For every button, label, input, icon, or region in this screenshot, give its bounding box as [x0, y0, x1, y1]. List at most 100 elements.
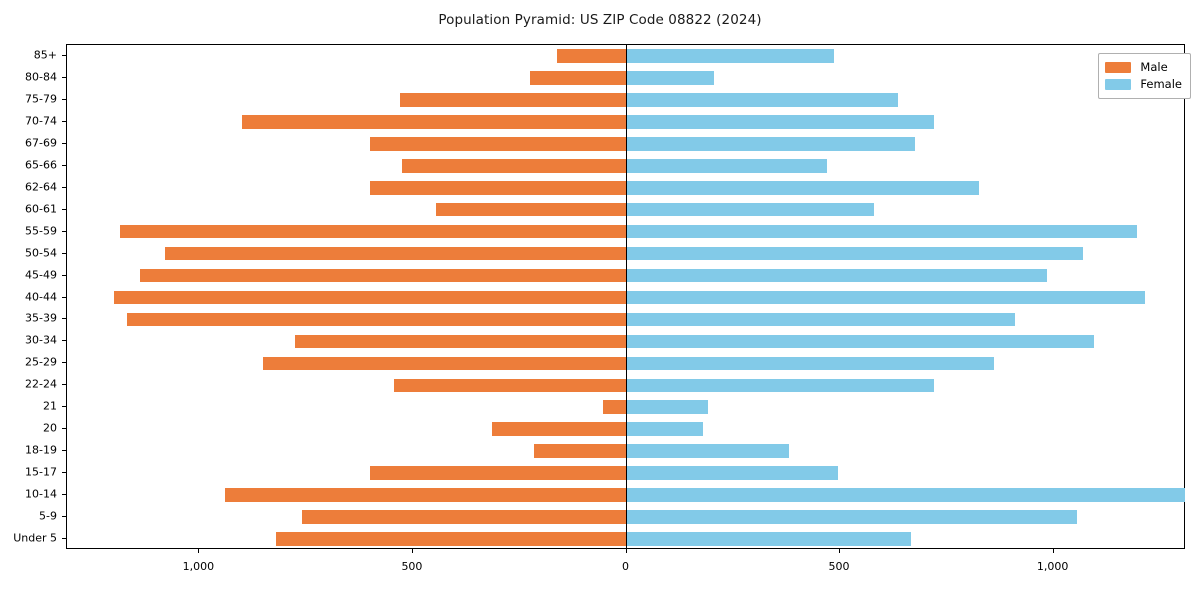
y-axis-tick-label: 85+ — [33, 48, 57, 62]
bar-male[interactable] — [139, 268, 627, 283]
bar-male[interactable] — [603, 400, 627, 415]
bar-female[interactable] — [626, 246, 1084, 261]
bar-female[interactable] — [626, 224, 1137, 239]
bar-female[interactable] — [626, 378, 934, 393]
bar-female[interactable] — [626, 158, 828, 173]
bar-row — [67, 268, 1184, 283]
bar-row — [67, 334, 1184, 349]
bar-male[interactable] — [370, 136, 627, 151]
legend-item[interactable]: Female — [1105, 76, 1182, 93]
y-axis-tick-label: 62-64 — [25, 180, 57, 194]
bar-male[interactable] — [556, 49, 627, 63]
y-axis-tick-mark — [62, 98, 66, 100]
y-axis-tick-label: 70-74 — [25, 114, 57, 128]
bar-row — [67, 444, 1184, 458]
bar-row — [67, 180, 1184, 195]
x-axis-tick-mark — [411, 549, 413, 553]
bar-female[interactable] — [626, 356, 994, 371]
bar-male[interactable] — [263, 356, 627, 371]
bar-male[interactable] — [530, 71, 627, 85]
y-axis-tick-label: 50-54 — [25, 246, 57, 260]
bar-female[interactable] — [626, 180, 979, 195]
bar-row — [67, 158, 1184, 173]
bar-row — [67, 224, 1184, 239]
chart-title: Population Pyramid: US ZIP Code 08822 (2… — [438, 12, 762, 28]
bar-male[interactable] — [393, 378, 627, 393]
bar-female[interactable] — [626, 312, 1016, 327]
bar-row — [67, 532, 1184, 546]
x-axis-tick-label: 0 — [622, 560, 629, 573]
bar-female[interactable] — [626, 532, 911, 546]
bar-male[interactable] — [400, 93, 627, 107]
y-axis-tick-mark — [62, 208, 66, 210]
bar-female[interactable] — [626, 510, 1078, 524]
bar-row — [67, 312, 1184, 327]
bar-male[interactable] — [491, 422, 627, 437]
y-axis-tick-label: 21 — [43, 399, 57, 413]
bar-male[interactable] — [126, 312, 627, 327]
y-axis-tick-mark — [62, 406, 66, 408]
y-axis-tick-label: 18-19 — [25, 443, 57, 457]
bar-male[interactable] — [436, 202, 627, 217]
legend-color-swatch — [1105, 79, 1132, 90]
bar-male[interactable] — [120, 224, 627, 239]
bar-male[interactable] — [301, 510, 627, 524]
bar-male[interactable] — [165, 246, 627, 261]
y-axis-tick-label: 80-84 — [25, 70, 57, 84]
bar-female[interactable] — [626, 444, 789, 458]
legend-label: Female — [1140, 76, 1182, 91]
y-axis-tick-label: 40-44 — [25, 290, 57, 303]
bar-row — [67, 49, 1184, 63]
bar-female[interactable] — [626, 202, 875, 217]
y-axis-tick-mark — [62, 428, 66, 430]
y-axis-tick-mark — [62, 362, 66, 364]
bar-male[interactable] — [113, 290, 627, 305]
bar-female[interactable] — [626, 268, 1048, 283]
bar-row — [67, 202, 1184, 217]
bar-female[interactable] — [626, 488, 1186, 502]
y-axis-tick-label: 60-61 — [25, 202, 57, 216]
y-axis-tick-mark — [62, 142, 66, 144]
bar-female[interactable] — [626, 115, 934, 129]
bar-female[interactable] — [626, 400, 708, 415]
bar-male[interactable] — [402, 158, 627, 173]
y-axis-tick-mark — [62, 230, 66, 232]
bar-female[interactable] — [626, 466, 838, 480]
zero-axis-line — [625, 45, 628, 548]
bar-female[interactable] — [626, 93, 898, 107]
bar-female[interactable] — [626, 422, 703, 437]
bar-female[interactable] — [626, 71, 715, 85]
bar-male[interactable] — [276, 532, 627, 546]
bar-male[interactable] — [225, 488, 627, 502]
chart-legend: Male Female — [1098, 53, 1191, 99]
bar-female[interactable] — [626, 49, 834, 63]
bar-male[interactable] — [295, 334, 627, 349]
legend-color-swatch — [1105, 62, 1132, 73]
x-axis-tick-label: 1,000 — [182, 560, 215, 573]
bar-male[interactable] — [533, 444, 627, 458]
bar-row — [67, 400, 1184, 415]
x-axis-tick-label: 500 — [828, 560, 850, 573]
y-axis-tick-mark — [62, 318, 66, 320]
x-axis-tick-mark — [625, 549, 627, 553]
y-axis-tick-label: 35-39 — [25, 311, 57, 325]
x-axis-tick-label: 500 — [401, 560, 423, 573]
bar-row — [67, 510, 1184, 524]
bar-female[interactable] — [626, 290, 1146, 305]
bar-male[interactable] — [370, 180, 627, 195]
bar-row — [67, 93, 1184, 107]
bar-male[interactable] — [242, 115, 627, 129]
bar-male[interactable] — [370, 466, 627, 480]
y-axis-tick-mark — [62, 120, 66, 122]
bar-female[interactable] — [626, 136, 915, 151]
bar-female[interactable] — [626, 334, 1095, 349]
y-axis-tick-mark — [62, 164, 66, 166]
bar-row — [67, 246, 1184, 261]
bar-row — [67, 466, 1184, 480]
legend-item[interactable]: Male — [1105, 59, 1182, 76]
y-axis-tick-label: 75-79 — [25, 92, 57, 106]
bar-row — [67, 356, 1184, 371]
bar-row — [67, 136, 1184, 151]
legend-label: Male — [1140, 59, 1168, 74]
